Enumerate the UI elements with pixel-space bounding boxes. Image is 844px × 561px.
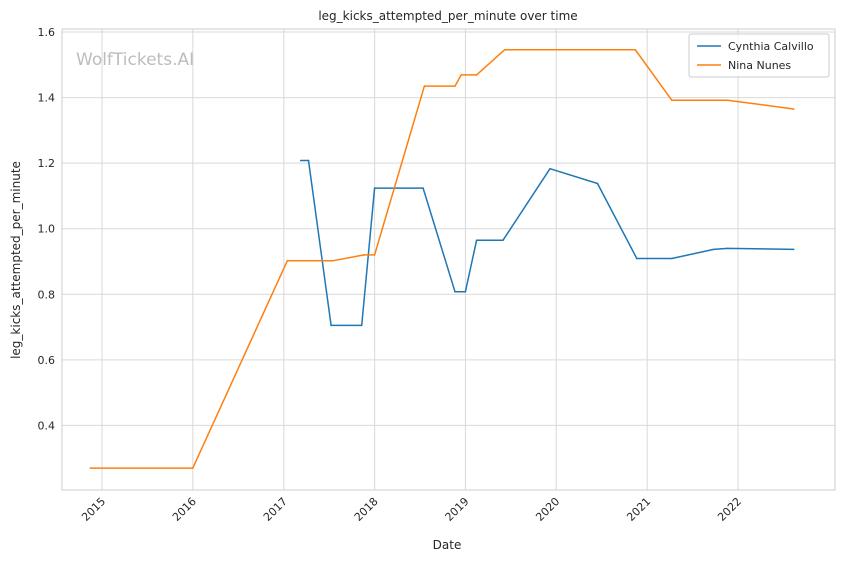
y-axis-label: leg_kicks_attempted_per_minute	[9, 161, 23, 359]
data-point	[712, 248, 715, 251]
data-point	[792, 248, 795, 251]
data-point	[549, 167, 551, 170]
legend-box	[688, 33, 830, 78]
data-point	[475, 74, 478, 76]
data-point	[422, 187, 424, 189]
series-line-2	[90, 48, 794, 469]
data-point	[307, 159, 310, 162]
data-point	[502, 239, 504, 241]
y-tick-label: 0.8	[38, 288, 56, 301]
watermark: WolfTickets.AI	[76, 50, 194, 70]
y-tick-label: 1.4	[38, 92, 56, 105]
data-point	[726, 247, 729, 250]
y-tick-label: 0.4	[38, 419, 56, 432]
data-point	[360, 324, 363, 327]
data-point	[299, 159, 302, 162]
x-tick-label: 2018	[352, 495, 381, 524]
chart-title: leg_kicks_attempted_per_minute over time	[318, 9, 577, 23]
y-tick-label: 1.6	[38, 26, 56, 39]
data-point	[671, 99, 673, 101]
x-tick-label: 2016	[170, 495, 199, 524]
legend-label: Nina Nunes	[728, 59, 791, 72]
data-point	[454, 290, 456, 293]
data-point	[331, 260, 334, 262]
data-point	[635, 257, 638, 260]
data-point	[192, 467, 194, 469]
data-point	[634, 48, 637, 51]
x-tick-label: 2017	[261, 495, 290, 524]
data-point	[423, 85, 426, 87]
plot-area-frame	[61, 28, 836, 491]
legend-label: Cynthia Calvillo	[728, 40, 814, 53]
data-point	[363, 254, 365, 256]
data-point	[503, 48, 506, 51]
series-layer	[89, 48, 795, 469]
data-point	[89, 467, 92, 469]
y-tick-label: 0.6	[38, 354, 56, 367]
data-point	[792, 108, 795, 110]
legend: Cynthia Calvillo Nina Nunes	[688, 33, 830, 78]
x-tick-label: 2019	[443, 495, 472, 524]
data-point	[726, 99, 729, 101]
data-point	[373, 187, 376, 189]
y-tick-label: 1.2	[38, 157, 56, 170]
x-tick-label: 2021	[624, 495, 653, 524]
grid-layer	[62, 29, 835, 490]
data-point	[464, 290, 467, 293]
y-tick-labels: 0.4 0.6 0.8 1.0 1.2 1.4 1.6	[38, 26, 56, 432]
x-tick-label: 2015	[79, 495, 108, 524]
y-tick-label: 1.0	[38, 223, 56, 236]
x-tick-label: 2020	[533, 495, 562, 524]
x-tick-labels: 2015 2016 2017 2018 2019 2020 2021 2022	[79, 495, 744, 524]
data-point	[286, 260, 289, 262]
data-point	[373, 254, 376, 256]
data-point	[460, 74, 462, 76]
x-tick-label: 2022	[715, 495, 744, 524]
data-point	[596, 182, 599, 185]
data-point	[330, 324, 332, 327]
data-point	[454, 85, 456, 87]
data-point	[671, 257, 673, 260]
data-point	[475, 239, 478, 241]
x-axis-label: Date	[433, 538, 462, 552]
